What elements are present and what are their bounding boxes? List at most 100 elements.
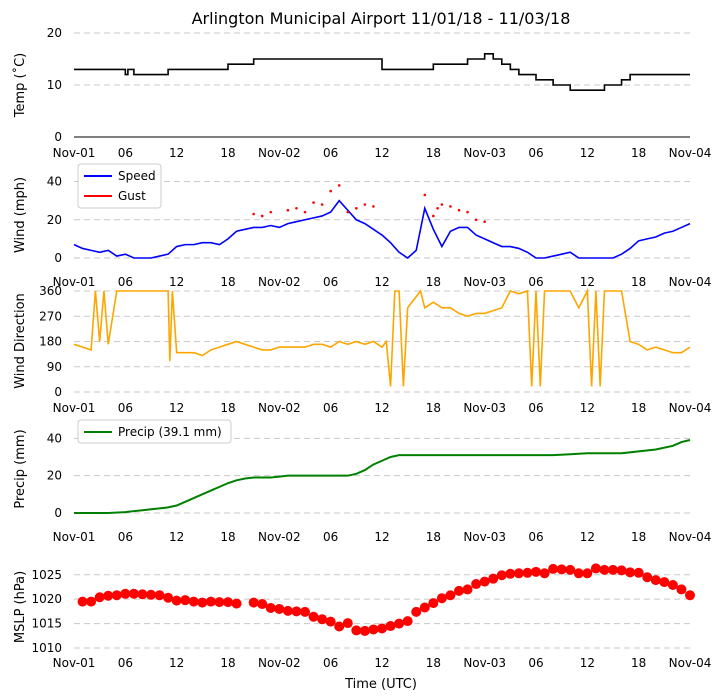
x-tick-precip-7: 18 — [426, 530, 441, 544]
chart-title: Arlington Municipal Airport 11/01/18 - 1… — [192, 9, 571, 28]
point-mslp-0-56 — [565, 564, 576, 575]
point-mslp-0-44 — [462, 584, 473, 595]
point-mslp-0-11 — [171, 595, 182, 606]
point-mslp-0-6 — [128, 588, 139, 599]
point-mslp-0-69 — [676, 584, 687, 595]
point-wind-1-16 — [436, 207, 439, 210]
legend-label-wind-1: Gust — [118, 189, 146, 203]
x-tick-temp-3: 18 — [220, 146, 235, 160]
x-tick-temp-7: 18 — [426, 146, 441, 160]
point-mslp-0-14 — [197, 597, 208, 608]
point-mslp-0-21 — [265, 602, 276, 613]
point-mslp-0-47 — [488, 573, 499, 584]
point-mslp-0-52 — [531, 566, 541, 577]
x-tick-wind-3: 18 — [220, 275, 235, 289]
point-wind-1-5 — [303, 210, 307, 214]
x-tick-wind-1: 06 — [118, 275, 133, 289]
x-tick-mslp-3: 18 — [220, 656, 235, 670]
point-mslp-0-39 — [419, 602, 430, 613]
point-wind-1-15 — [432, 214, 435, 218]
x-tick-temp-9: 06 — [528, 146, 543, 160]
point-mslp-0-68 — [667, 580, 678, 591]
x-tick-wind-5: 06 — [323, 275, 338, 289]
x-tick-temp-10: 12 — [580, 146, 595, 160]
point-mslp-0-37 — [402, 616, 413, 627]
point-mslp-0-63 — [625, 567, 636, 578]
x-tick-mslp-4: Nov-02 — [258, 656, 301, 670]
point-mslp-0-20 — [257, 599, 268, 610]
x-tick-wdir-6: 12 — [374, 401, 389, 415]
point-mslp-0-66 — [650, 575, 661, 586]
point-mslp-0-35 — [385, 621, 396, 632]
y-tick-precip-1: 20 — [47, 469, 62, 483]
point-mslp-0-49 — [505, 568, 516, 579]
x-tick-mslp-2: 12 — [169, 656, 184, 670]
x-tick-precip-6: 12 — [374, 530, 389, 544]
point-mslp-0-54 — [548, 563, 559, 574]
x-tick-mslp-1: 06 — [118, 656, 133, 670]
panel-precip: 0 20 40 Precip (mm) Nov-01 06 12 18 Nov-02 06 12 18… — [13, 419, 711, 544]
point-wind-1-21 — [474, 218, 478, 222]
point-mslp-0-18 — [231, 598, 242, 609]
point-mslp-0-24 — [291, 606, 302, 617]
x-tick-precip-11: 18 — [631, 530, 646, 544]
x-tick-mslp-9: 06 — [528, 656, 543, 670]
y-tick-temp-1: 10 — [47, 78, 62, 92]
point-mslp-0-12 — [180, 595, 191, 606]
x-tick-precip-1: 06 — [118, 530, 133, 544]
point-mslp-0-30 — [342, 618, 353, 629]
y-tick-wdir-0: 0 — [54, 385, 62, 399]
point-mslp-0-60 — [599, 564, 610, 575]
point-wind-1-17 — [440, 203, 444, 206]
point-mslp-0-32 — [359, 625, 370, 636]
x-tick-wdir-12: Nov-04 — [669, 401, 712, 415]
point-mslp-0-64 — [633, 567, 644, 578]
x-tick-wdir-1: 06 — [118, 401, 133, 415]
point-mslp-0-34 — [377, 623, 387, 634]
point-mslp-0-27 — [317, 614, 328, 625]
series-line-wind-0 — [73, 199, 691, 260]
point-mslp-0-13 — [188, 596, 199, 607]
series-line-wdir-0 — [73, 287, 691, 387]
x-tick-precip-9: 06 — [528, 530, 543, 544]
point-mslp-0-7 — [137, 589, 148, 600]
point-mslp-0-53 — [539, 568, 550, 579]
x-tick-wdir-11: 18 — [631, 401, 646, 415]
x-tick-mslp-0: Nov-01 — [53, 656, 96, 670]
legend-label-wind-0: Speed — [118, 169, 156, 183]
point-mslp-0-57 — [573, 568, 584, 579]
y-tick-wdir-2: 180 — [39, 335, 62, 349]
point-wind-1-19 — [457, 208, 461, 212]
x-tick-mslp-7: 18 — [426, 656, 441, 670]
y-tick-wind-2: 40 — [47, 175, 62, 189]
x-tick-precip-10: 12 — [580, 530, 595, 544]
x-tick-mslp-11: 18 — [631, 656, 646, 670]
x-tick-precip-5: 06 — [323, 530, 338, 544]
point-mslp-0-19 — [248, 597, 259, 608]
y-axis-label-wind: Wind (mph) — [13, 177, 28, 253]
point-mslp-0-0 — [77, 596, 88, 607]
point-mslp-0-38 — [411, 606, 422, 617]
point-mslp-0-22 — [274, 603, 285, 614]
x-tick-mslp-10: 12 — [580, 656, 595, 670]
point-mslp-0-40 — [428, 598, 439, 609]
x-tick-wdir-5: 06 — [323, 401, 338, 415]
point-mslp-0-65 — [642, 572, 653, 583]
x-tick-wdir-2: 12 — [169, 401, 184, 415]
x-tick-temp-8: Nov-03 — [463, 146, 506, 160]
point-wind-1-22 — [483, 220, 486, 223]
x-tick-mslp-12: Nov-04 — [669, 656, 712, 670]
point-mslp-0-17 — [223, 597, 233, 608]
x-tick-wdir-9: 06 — [528, 401, 543, 415]
legend-box-precip — [77, 419, 232, 444]
legend-precip: Precip (39.1 mm) — [77, 419, 232, 444]
x-tick-precip-2: 12 — [169, 530, 184, 544]
x-tick-precip-3: 18 — [220, 530, 235, 544]
y-axis-label-precip: Precip (mm) — [13, 429, 28, 508]
x-tick-wdir-10: 12 — [580, 401, 595, 415]
point-mslp-0-8 — [146, 589, 156, 600]
point-mslp-0-45 — [471, 579, 482, 590]
